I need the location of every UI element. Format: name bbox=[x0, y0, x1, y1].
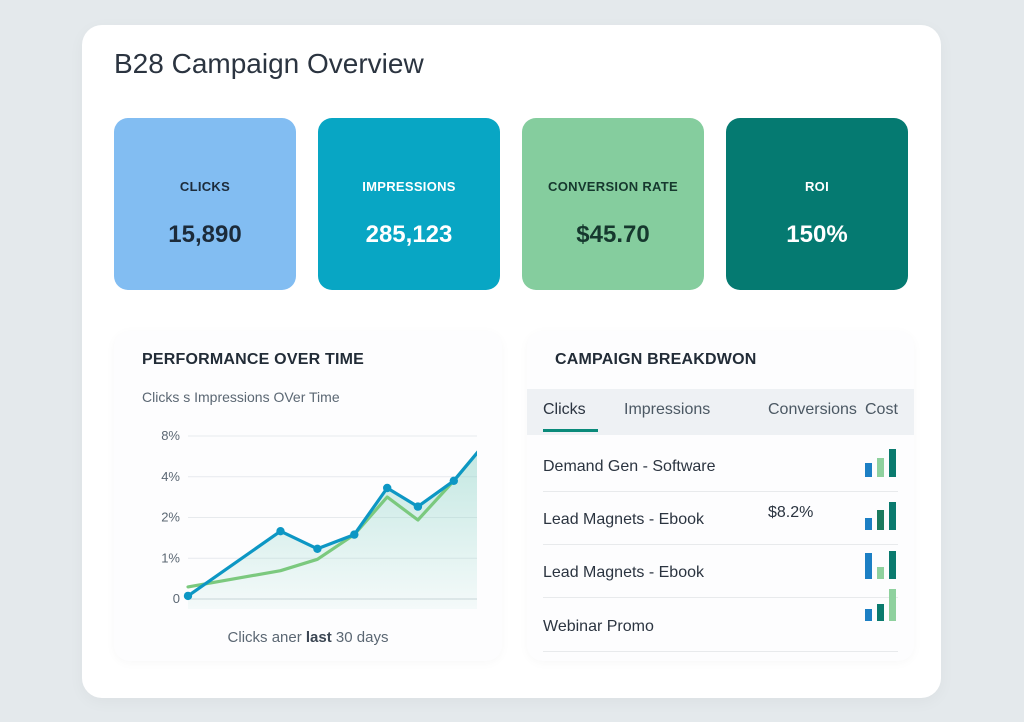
svg-text:4%: 4% bbox=[161, 469, 180, 484]
svg-text:8%: 8% bbox=[161, 428, 180, 443]
svg-text:0: 0 bbox=[173, 591, 180, 606]
svg-text:2%: 2% bbox=[161, 510, 180, 525]
svg-text:1%: 1% bbox=[161, 550, 180, 565]
